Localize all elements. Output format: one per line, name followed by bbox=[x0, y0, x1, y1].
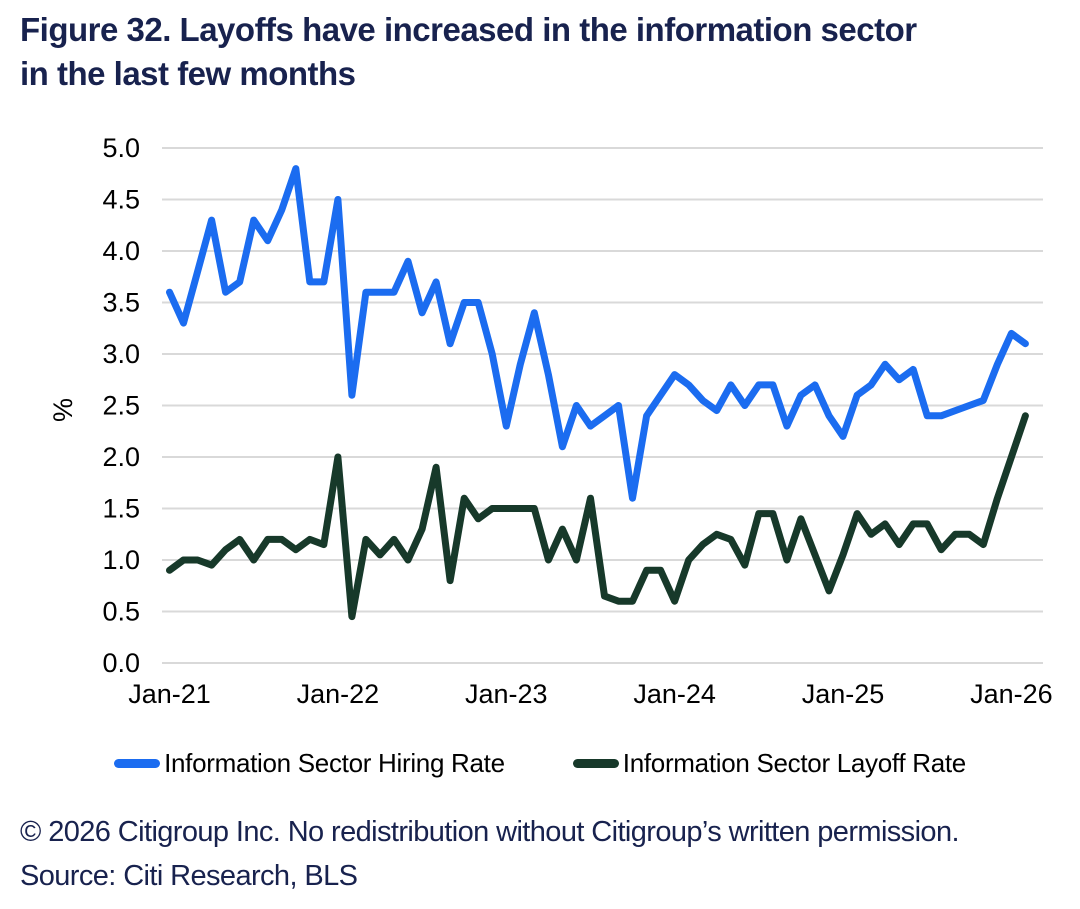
x-axis-tick-label: Jan-22 bbox=[297, 679, 380, 709]
figure-title: Figure 32. Layoffs have increased in the… bbox=[20, 8, 1070, 95]
layoff-rate-line bbox=[166, 412, 1029, 621]
x-axis-tick-label: Jan-26 bbox=[970, 679, 1053, 709]
copyright-notice: © 2026 Citigroup Inc. No redistribution … bbox=[20, 816, 960, 848]
layoff-rate-line-swatch bbox=[572, 759, 619, 768]
y-axis-tick-label: 0.5 bbox=[102, 597, 140, 627]
y-axis-tick-label: 4.0 bbox=[102, 236, 140, 266]
x-axis-tick-label: Jan-25 bbox=[802, 679, 885, 709]
figure-title-line2: in the last few months bbox=[20, 54, 356, 92]
legend-item-layoff-rate: Information Sector Layoff Rate bbox=[572, 748, 966, 779]
figure-title-line1: Figure 32. Layoffs have increased in the… bbox=[20, 11, 917, 48]
y-axis-tick-label: 2.5 bbox=[102, 391, 140, 421]
y-axis-tick-label: 0.0 bbox=[102, 648, 140, 678]
line-chart: 5.0 4.5 4.0 3.5 3.0 2.5 2.0 1.5 1.0 0.5 0.0% Jan-21… bbox=[48, 133, 1053, 709]
y-axis-tick-label: 1.5 bbox=[102, 494, 140, 524]
legend-item-hiring-rate: Information Sector Hiring Rate bbox=[114, 748, 505, 779]
y-axis-label: % bbox=[48, 398, 78, 422]
hiring-rate-line-swatch bbox=[114, 759, 161, 768]
legend-label-layoff-rate: Information Sector Layoff Rate bbox=[622, 748, 966, 778]
y-axis-tick-label: 4.5 bbox=[102, 185, 140, 215]
hiring-rate-line bbox=[166, 165, 1029, 502]
y-axis-tick-label: 2.0 bbox=[102, 442, 140, 472]
legend-label-hiring-rate: Information Sector Hiring Rate bbox=[164, 748, 505, 778]
y-axis-tick-label: 1.0 bbox=[102, 545, 140, 575]
x-axis-tick-label: Jan-23 bbox=[465, 679, 548, 709]
x-axis-tick-label: Jan-24 bbox=[633, 679, 716, 709]
y-axis-tick-label: 3.5 bbox=[102, 288, 140, 318]
y-axis-tick-label: 5.0 bbox=[102, 133, 140, 163]
chart-legend: Information Sector Hiring Rate Informati… bbox=[0, 748, 1080, 779]
y-axis-tick-label: 3.0 bbox=[102, 339, 140, 369]
x-axis-tick-label: Jan-21 bbox=[128, 679, 211, 709]
source-note: Source: Citi Research, BLS bbox=[20, 860, 358, 892]
